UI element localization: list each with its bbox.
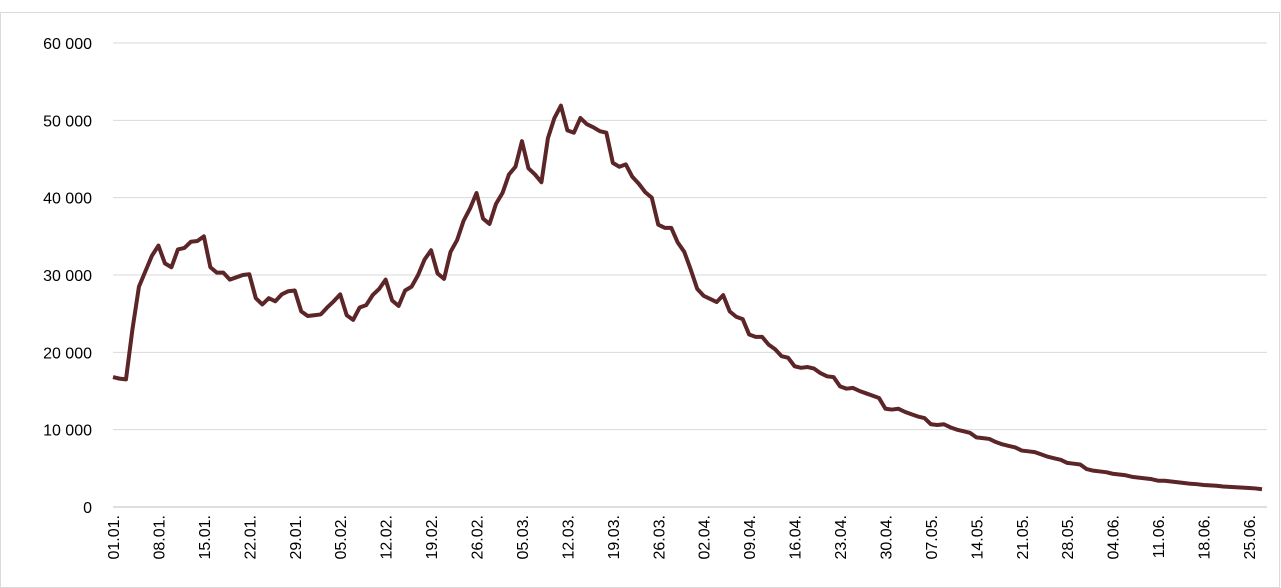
y-tick-label: 60 000 [43, 36, 92, 53]
y-tick-label: 0 [83, 500, 92, 517]
x-tick-label: 19.02. [424, 515, 441, 559]
x-tick-label: 05.03. [515, 515, 532, 559]
x-tick-label: 09.04. [742, 515, 759, 559]
x-tick-label: 22.01. [242, 515, 259, 559]
x-tick-label: 07.05. [924, 515, 941, 559]
x-tick-label: 26.03. [651, 515, 668, 559]
y-tick-label: 10 000 [43, 423, 92, 440]
x-tick-label: 23.04. [833, 515, 850, 559]
x-tick-label: 16.04. [788, 515, 805, 559]
x-tick-label: 12.02. [379, 515, 396, 559]
x-tick-label: 21.05. [1015, 515, 1032, 559]
x-tick-label: 11.06. [1151, 515, 1168, 558]
x-tick-label: 14.05. [969, 515, 986, 559]
x-tick-label: 02.04. [697, 515, 714, 559]
x-tick-label: 26.02. [470, 515, 487, 559]
y-tick-label: 50 000 [43, 113, 92, 130]
x-tick-label: 08.01. [151, 515, 168, 559]
x-tick-label: 30.04. [878, 515, 895, 559]
y-tick-label: 20 000 [43, 345, 92, 362]
y-tick-label: 40 000 [43, 191, 92, 208]
x-tick-label: 01.01. [106, 515, 123, 559]
x-tick-label: 05.02. [333, 515, 350, 559]
x-tick-label: 04.06. [1106, 515, 1123, 559]
y-tick-label: 30 000 [43, 268, 92, 285]
x-tick-label: 19.03. [606, 515, 623, 559]
x-tick-label: 15.01. [197, 515, 214, 559]
chart-border [0, 12, 1280, 588]
x-tick-label: 25.06. [1242, 515, 1259, 559]
x-tick-label: 29.01. [288, 515, 305, 559]
x-tick-label: 28.05. [1060, 515, 1077, 559]
x-tick-label: 12.03. [560, 515, 577, 559]
line-series [112, 103, 1263, 492]
x-tick-label: 18.06. [1197, 515, 1214, 559]
